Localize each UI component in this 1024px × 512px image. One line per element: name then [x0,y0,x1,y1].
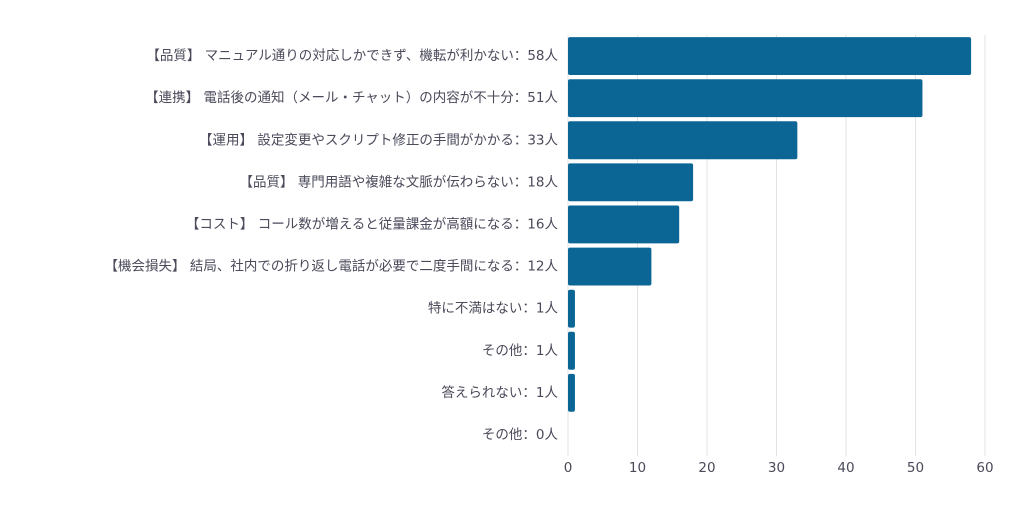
bar [568,373,575,412]
y-tick-label: 【品質】 マニュアル通りの対応しかできず、機転が利かない：58人 [146,48,558,64]
bar [568,37,972,75]
bar [568,163,694,202]
y-tick-label: 【機会損失】 結局、社内での折り返し電話が必要で二度手間になる：12人 [105,258,559,275]
y-tick-label: 【品質】 専門用語や複雑な文脈が伝わらない：18人 [240,173,559,190]
y-tick-label: 特に不満はない：1人 [428,301,559,317]
x-tick-label: 30 [768,460,785,476]
x-tick-label: 40 [837,460,854,476]
x-tick-label: 60 [976,460,993,476]
x-tick-label: 0 [564,460,573,476]
bar [568,79,923,118]
y-tick-label: 【連携】 電話後の通知（メール・チャット）の内容が不十分：51人 [145,89,558,106]
y-tick-label: 【コスト】 コール数が増えると従量課金が高額になる：16人 [186,215,559,232]
y-tick-label: その他：0人 [482,427,559,443]
x-tick-label: 20 [698,460,715,476]
x-tick-label: 10 [629,460,646,476]
bar [568,121,798,160]
bar [568,331,575,370]
y-tick-label: 【運用】 設定変更やスクリプト修正の手間がかかる：33人 [199,131,558,148]
y-tick-label: その他：1人 [482,343,559,359]
bar [568,205,680,244]
y-tick-label: 答えられない：1人 [441,384,558,401]
x-tick-label: 50 [907,460,924,476]
bar [568,247,652,286]
bar [568,289,575,328]
